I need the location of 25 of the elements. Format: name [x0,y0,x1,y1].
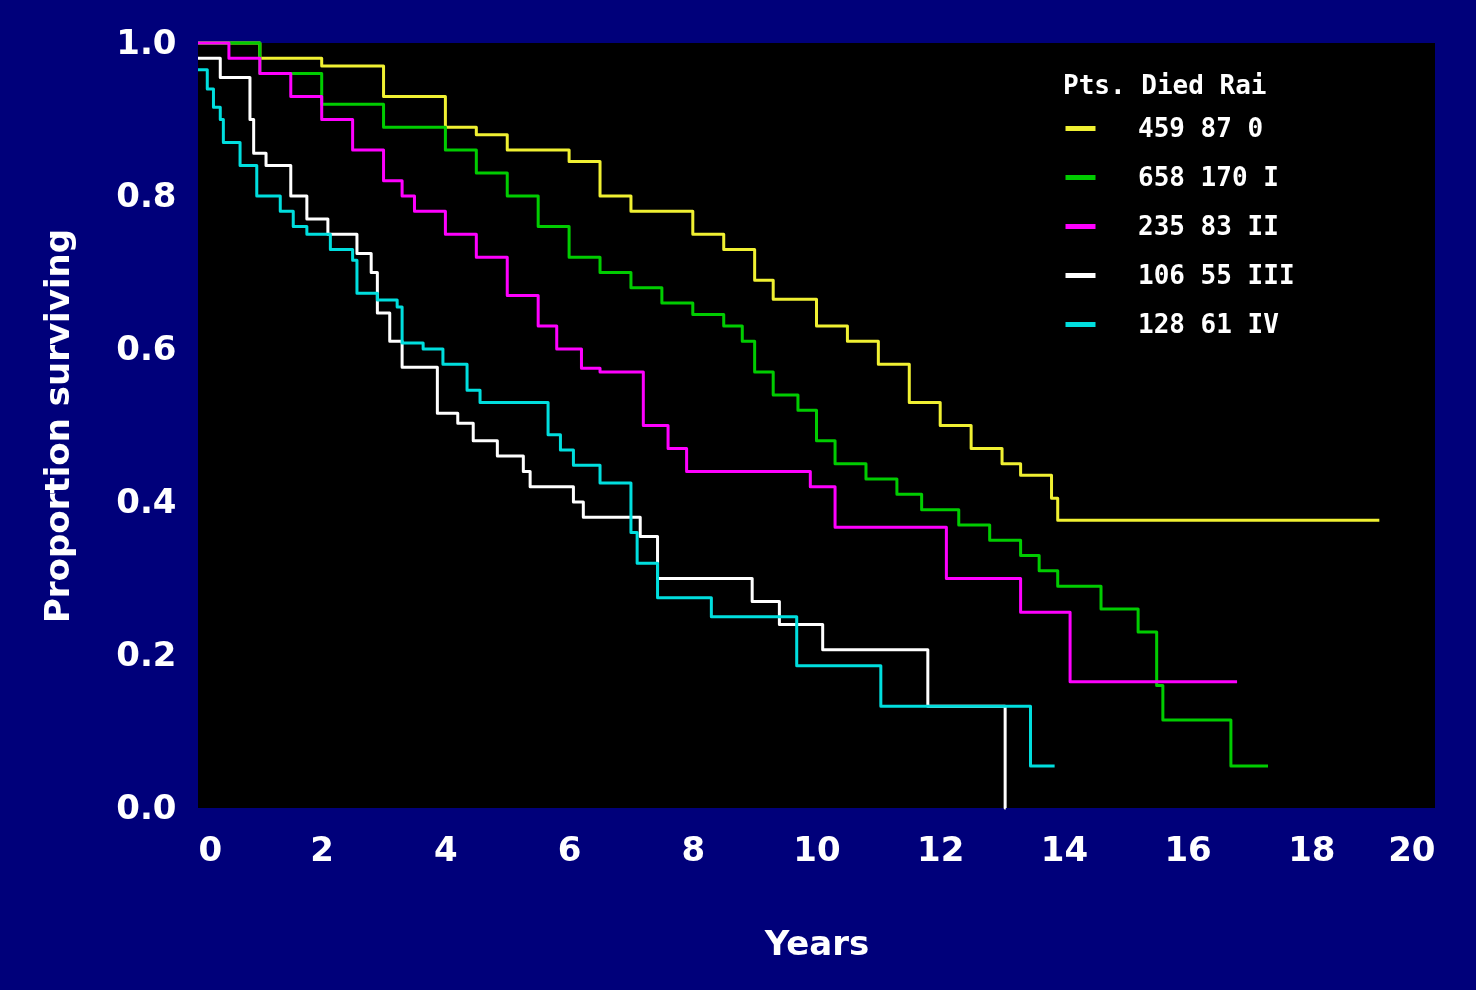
x-tick-label: 12 [917,828,965,869]
x-tick-label: 6 [557,828,582,869]
x-tick-label: 14 [1040,828,1089,869]
legend-label: 235 83 II [1138,210,1279,241]
y-tick-label: 0.0 [116,786,177,827]
y-tick-label: 0.8 [116,174,177,215]
y-tick-label: 0.6 [116,327,177,368]
legend-label: 658 170 I [1138,161,1279,192]
legend-label: 459 87 0 [1138,112,1264,143]
y-tick-label: 1.0 [116,21,177,62]
legend-title: Pts. Died Rai [1063,70,1267,100]
x-tick-label: 2 [310,828,335,869]
legend-label: 106 55 III [1138,259,1295,290]
x-tick-label: 16 [1164,828,1212,869]
x-tick-label: 0 [198,828,223,869]
x-tick-label: 10 [793,828,841,869]
x-tick-label: 4 [434,828,458,869]
x-axis-title: Years [763,922,870,963]
x-tick-label: 8 [681,828,706,869]
legend-label: 128 61 IV [1138,308,1279,339]
y-axis-title: Proportion surviving [37,228,78,624]
x-tick-label: 18 [1288,828,1336,869]
y-tick-label: 0.4 [116,480,177,521]
x-tick-label: 20 [1388,828,1436,869]
y-tick-label: 0.2 [116,633,177,674]
